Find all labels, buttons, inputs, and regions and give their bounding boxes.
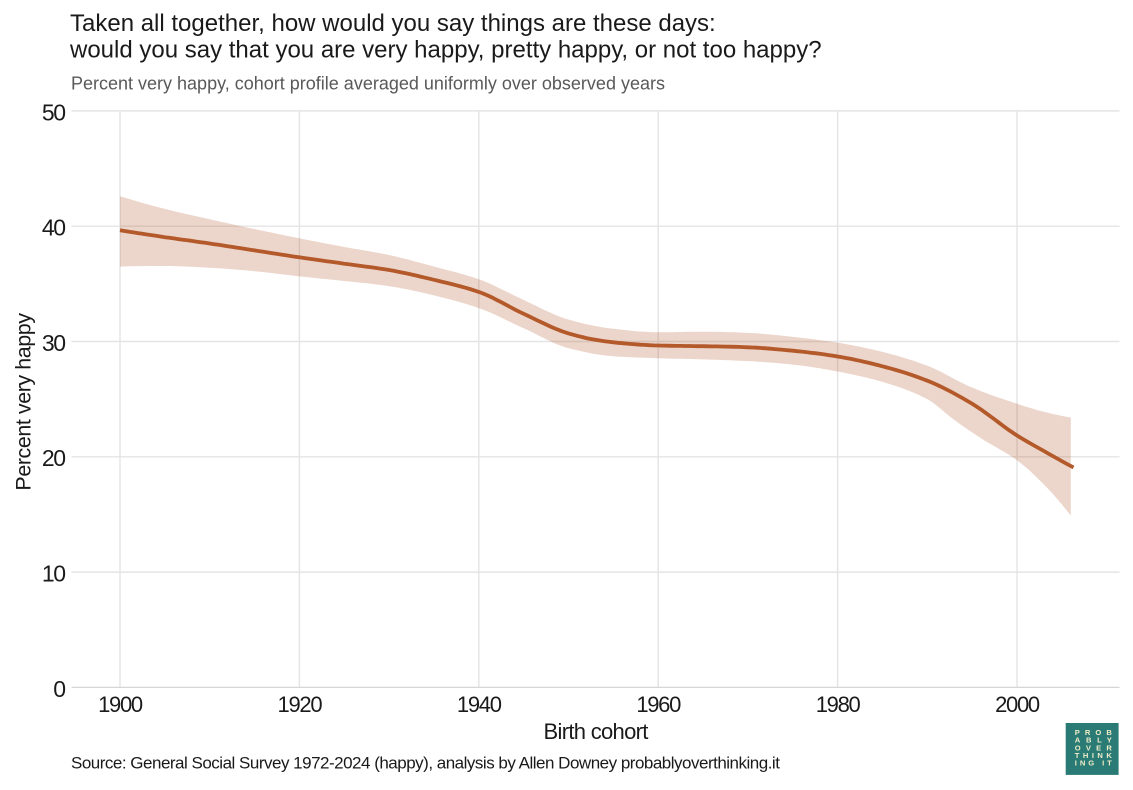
svg-text:20: 20 <box>42 445 65 471</box>
svg-text:1980: 1980 <box>816 692 861 717</box>
svg-text:Taken all together, how would: Taken all together, how would you say th… <box>70 10 716 37</box>
svg-text:0: 0 <box>53 676 65 702</box>
svg-text:would you say that you are ver: would you say that you are very happy, p… <box>69 36 822 63</box>
svg-text:10: 10 <box>42 561 65 587</box>
svg-text:50: 50 <box>42 99 65 125</box>
svg-text:Birth cohort: Birth cohort <box>544 719 649 744</box>
svg-text:1920: 1920 <box>278 692 323 717</box>
svg-text:1900: 1900 <box>98 692 143 717</box>
svg-text:1940: 1940 <box>457 692 502 717</box>
svg-text:2000: 2000 <box>995 692 1040 717</box>
svg-text:Percent very happy: Percent very happy <box>12 313 36 491</box>
svg-text:30: 30 <box>42 330 65 356</box>
svg-text:1960: 1960 <box>636 692 681 717</box>
svg-text:Source: General Social Survey: Source: General Social Survey 1972-2024 … <box>71 753 780 772</box>
svg-text:Percent very happy, cohort pro: Percent very happy, cohort profile avera… <box>71 74 665 94</box>
svg-text:ING IT: ING IT <box>1075 759 1112 768</box>
svg-text:40: 40 <box>42 215 65 241</box>
svg-text:THINK: THINK <box>1075 751 1113 760</box>
